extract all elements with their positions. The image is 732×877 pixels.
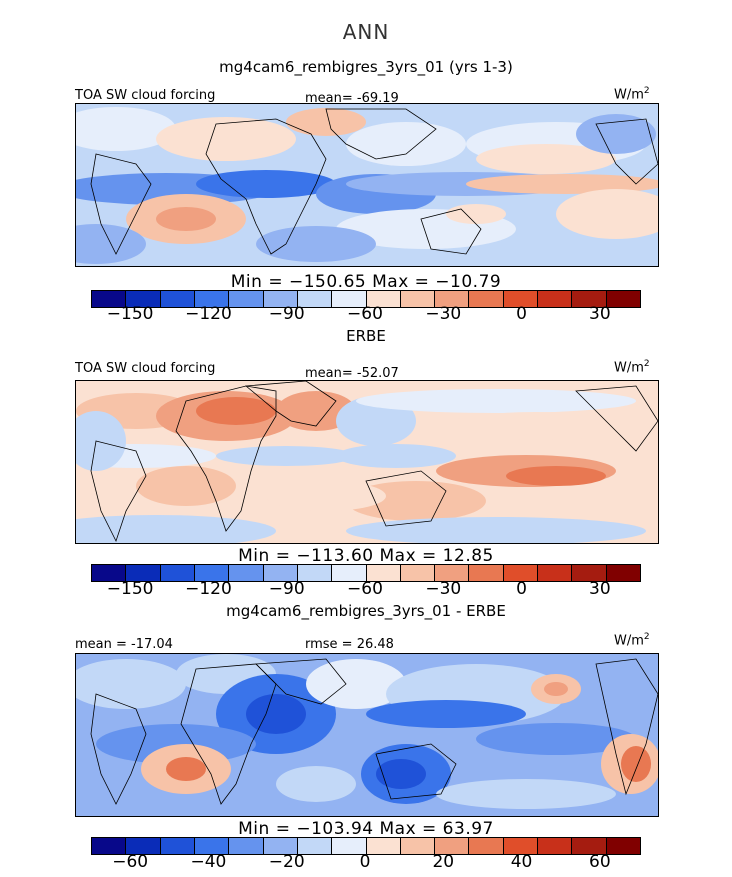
colorbar-swatch <box>435 565 470 581</box>
panel1-variable: TOA SW cloud forcing <box>75 88 216 103</box>
colorbar-swatch <box>332 838 367 854</box>
colorbar-swatch <box>606 838 640 854</box>
colorbar-swatch <box>503 838 539 854</box>
colorbar-tick-label: 20 <box>432 852 455 872</box>
panel2-field <box>76 381 658 543</box>
colorbar-swatch <box>297 838 333 854</box>
panel2-map <box>75 380 659 544</box>
panel3-mean: mean = -17.04 <box>75 637 173 652</box>
colorbar-swatch <box>263 838 298 854</box>
colorbar-swatch <box>126 838 161 854</box>
panel1-colorbar <box>91 290 641 308</box>
colorbar-tick-label: −20 <box>268 852 305 872</box>
panel3-field <box>76 654 658 816</box>
colorbar-swatch <box>229 838 264 854</box>
colorbar-swatch <box>297 565 333 581</box>
colorbar-tick-label: 30 <box>589 579 611 599</box>
colorbar-swatch <box>606 291 640 307</box>
colorbar-swatch <box>332 565 367 581</box>
colorbar-swatch <box>160 565 195 581</box>
panel3-title: mg4cam6_rembigres_3yrs_01 - ERBE <box>226 602 506 620</box>
colorbar-tick-label: 30 <box>589 304 611 324</box>
colorbar-swatch <box>92 565 127 581</box>
colorbar-swatch <box>194 565 230 581</box>
panel1-minmax: Min = −150.65 Max = −10.79 <box>230 272 502 292</box>
colorbar-tick-label: −60 <box>347 304 383 324</box>
panel1-map <box>75 103 659 267</box>
colorbar-tick-label: 0 <box>516 579 527 599</box>
colorbar-tick-label: 0 <box>516 304 527 324</box>
colorbar-swatch <box>400 838 436 854</box>
panel1-mean: mean= -69.19 <box>305 91 399 106</box>
colorbar-swatch <box>126 565 161 581</box>
colorbar-swatch <box>194 291 230 307</box>
colorbar-swatch <box>572 291 607 307</box>
colorbar-swatch <box>92 291 127 307</box>
panel1-units: W/m2 <box>614 86 650 103</box>
colorbar-swatch <box>332 291 367 307</box>
colorbar-swatch <box>263 291 298 307</box>
panel1-title: mg4cam6_rembigres_3yrs_01 (yrs 1-3) <box>219 58 513 76</box>
colorbar-swatch <box>469 565 504 581</box>
colorbar-tick-label: 40 <box>510 852 533 872</box>
panel2-title: ERBE <box>346 327 386 345</box>
panel3-units: W/m2 <box>614 632 650 649</box>
panel3-minmax: Min = −103.94 Max = 63.97 <box>238 819 494 839</box>
colorbar-swatch <box>194 838 230 854</box>
colorbar-swatch <box>229 291 264 307</box>
colorbar-swatch <box>538 565 573 581</box>
colorbar-swatch <box>538 838 573 854</box>
panel2-units: W/m2 <box>614 359 650 376</box>
colorbar-tick-label: −60 <box>347 579 383 599</box>
colorbar-swatch <box>366 838 401 854</box>
colorbar-swatch <box>572 838 607 854</box>
colorbar-swatch <box>92 838 127 854</box>
colorbar-tick-label: −30 <box>425 579 462 599</box>
panel2-variable: TOA SW cloud forcing <box>75 361 216 376</box>
colorbar-tick-label: 0 <box>359 852 371 872</box>
panel3-colorbar <box>91 837 641 855</box>
colorbar-swatch <box>435 838 470 854</box>
colorbar-tick-label: −120 <box>185 304 232 324</box>
panel2-colorbar <box>91 564 641 582</box>
colorbar-swatch <box>160 291 195 307</box>
colorbar-swatch <box>606 565 640 581</box>
colorbar-swatch <box>263 565 298 581</box>
colorbar-tick-label: −30 <box>425 304 462 324</box>
colorbar-swatch <box>503 291 539 307</box>
colorbar-swatch <box>435 291 470 307</box>
colorbar-swatch <box>366 565 401 581</box>
colorbar-swatch <box>297 291 333 307</box>
colorbar-tick-label: −120 <box>185 579 232 599</box>
panel1-field <box>76 104 658 266</box>
colorbar-swatch <box>572 565 607 581</box>
colorbar-swatch <box>469 291 504 307</box>
panel2-minmax: Min = −113.60 Max = 12.85 <box>238 546 494 566</box>
panel2-mean: mean= -52.07 <box>305 366 399 381</box>
figure-title: ANN <box>342 20 390 44</box>
colorbar-tick-label: −90 <box>268 579 305 599</box>
colorbar-tick-label: 60 <box>589 852 611 872</box>
colorbar-swatch <box>126 291 161 307</box>
colorbar-tick-label: −150 <box>106 579 154 599</box>
colorbar-swatch <box>229 565 264 581</box>
colorbar-swatch <box>503 565 539 581</box>
colorbar-tick-label: −60 <box>112 852 149 872</box>
colorbar-swatch <box>400 291 436 307</box>
panel3-map <box>75 653 659 817</box>
colorbar-tick-label: −90 <box>268 304 305 324</box>
colorbar-swatch <box>366 291 401 307</box>
colorbar-swatch <box>538 291 573 307</box>
panel3-rmse: rmse = 26.48 <box>305 637 394 652</box>
colorbar-tick-label: −150 <box>106 304 154 324</box>
colorbar-tick-label: −40 <box>190 852 227 872</box>
colorbar-swatch <box>400 565 436 581</box>
colorbar-swatch <box>469 838 504 854</box>
colorbar-swatch <box>160 838 195 854</box>
